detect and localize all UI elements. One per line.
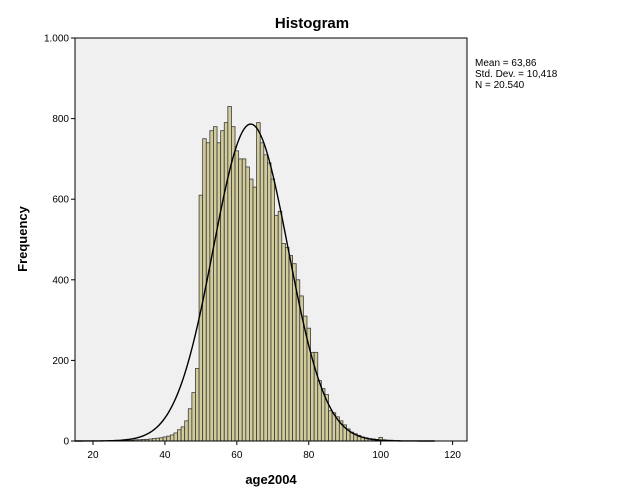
- chart-title: Histogram: [275, 15, 349, 32]
- histogram-bar: [227, 106, 232, 442]
- normal-curve: [75, 123, 435, 442]
- y-tick-label: 800: [52, 114, 69, 125]
- histogram-bar: [245, 166, 250, 442]
- y-tick-label: 200: [52, 356, 69, 367]
- x-tick-label: 20: [87, 450, 99, 461]
- histogram-bar: [317, 380, 322, 442]
- histogram-bar: [191, 392, 196, 442]
- histogram-bar: [220, 130, 225, 442]
- x-tick-label: 120: [444, 450, 461, 461]
- x-tick-label: 80: [303, 450, 315, 461]
- histogram-bar: [162, 436, 168, 442]
- histogram-bar: [274, 214, 279, 442]
- histogram-bar: [177, 429, 182, 442]
- histogram-bar: [281, 243, 286, 442]
- y-tick-label: 1.000: [44, 34, 69, 45]
- histogram-bar: [231, 126, 236, 442]
- histogram-bar: [252, 186, 258, 442]
- stat-n: N = 20.540: [475, 80, 525, 91]
- histogram-bar: [284, 247, 290, 442]
- histogram-bar: [292, 263, 297, 442]
- histogram-bar: [169, 434, 175, 442]
- histogram-bar: [180, 426, 186, 442]
- stat-std-dev: Std. Dev. = 10,418: [475, 69, 558, 80]
- histogram-bar: [184, 420, 189, 442]
- x-tick-label: 100: [372, 450, 389, 461]
- histogram-bar: [328, 410, 333, 442]
- histogram-bar: [288, 255, 293, 442]
- histogram-bar: [266, 162, 272, 442]
- histogram-bar: [187, 408, 193, 442]
- histogram-bar: [249, 178, 254, 442]
- x-tick-label: 60: [231, 450, 243, 461]
- stats-box: Mean = 63,86 Std. Dev. = 10,418 N = 20.5…: [475, 58, 558, 91]
- histogram-bar: [259, 142, 265, 442]
- histogram-bar: [263, 154, 268, 442]
- histogram-bar: [209, 130, 214, 442]
- histogram-bar: [213, 126, 218, 442]
- y-tick-label: 400: [52, 275, 69, 286]
- histogram-bars: [115, 106, 401, 442]
- histogram-bar: [256, 122, 261, 442]
- y-tick-label: 600: [52, 195, 69, 206]
- histogram-bar: [277, 210, 283, 442]
- stat-mean: Mean = 63,86: [475, 58, 537, 69]
- x-axis-label: age2004: [245, 472, 297, 487]
- x-tick-label: 40: [159, 450, 171, 461]
- histogram-bar: [238, 158, 243, 442]
- histogram-bar: [223, 122, 229, 442]
- histogram-bar: [173, 432, 178, 442]
- histogram-bar: [166, 435, 171, 442]
- y-axis-label: Frequency: [15, 205, 30, 272]
- axes: 20 40 60 80 100 120 0 200 400 600 800 1.000: [44, 34, 467, 461]
- histogram-bar: [205, 142, 211, 442]
- histogram-bar: [216, 142, 222, 442]
- histogram-bar: [241, 158, 247, 442]
- histogram-bar: [234, 150, 240, 442]
- y-tick-label: 0: [63, 437, 69, 448]
- histogram-bar: [270, 178, 275, 442]
- histogram-bar: [195, 368, 200, 442]
